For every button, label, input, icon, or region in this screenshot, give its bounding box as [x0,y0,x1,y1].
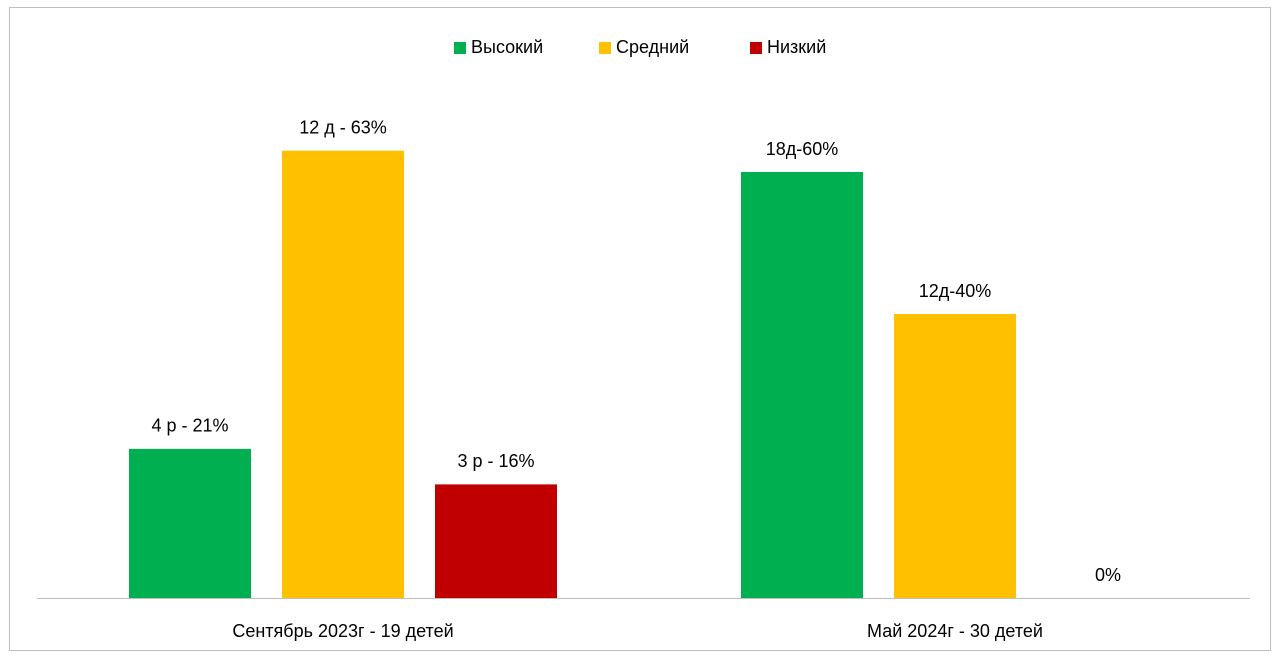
bar [894,314,1016,598]
bar [741,172,863,598]
data-label: 4 р - 21% [151,416,228,436]
legend-label: Средний [616,37,689,57]
bar [282,150,404,598]
legend-label: Высокий [471,37,543,57]
x-tick-label: Май 2024г - 30 детей [867,621,1043,641]
data-label: 12д-40% [919,281,992,301]
legend-swatch [750,42,762,54]
data-label: 0% [1095,565,1121,585]
x-tick-label: Сентябрь 2023г - 19 детей [232,621,453,641]
legend-label: Низкий [767,37,826,57]
data-label: 18д-60% [766,139,839,159]
legend-swatch [599,42,611,54]
bar [129,448,251,598]
bar [435,484,557,598]
data-label: 12 д - 63% [299,117,387,137]
legend-swatch [454,42,466,54]
data-label: 3 р - 16% [457,451,534,471]
